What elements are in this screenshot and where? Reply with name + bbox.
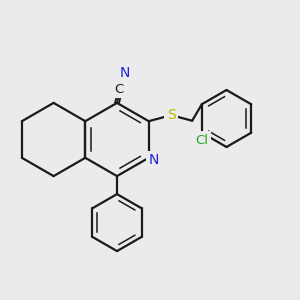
Text: N: N — [120, 66, 130, 80]
Text: S: S — [167, 108, 176, 122]
Text: Cl: Cl — [195, 134, 208, 147]
Text: N: N — [149, 153, 159, 167]
Text: C: C — [115, 82, 124, 96]
